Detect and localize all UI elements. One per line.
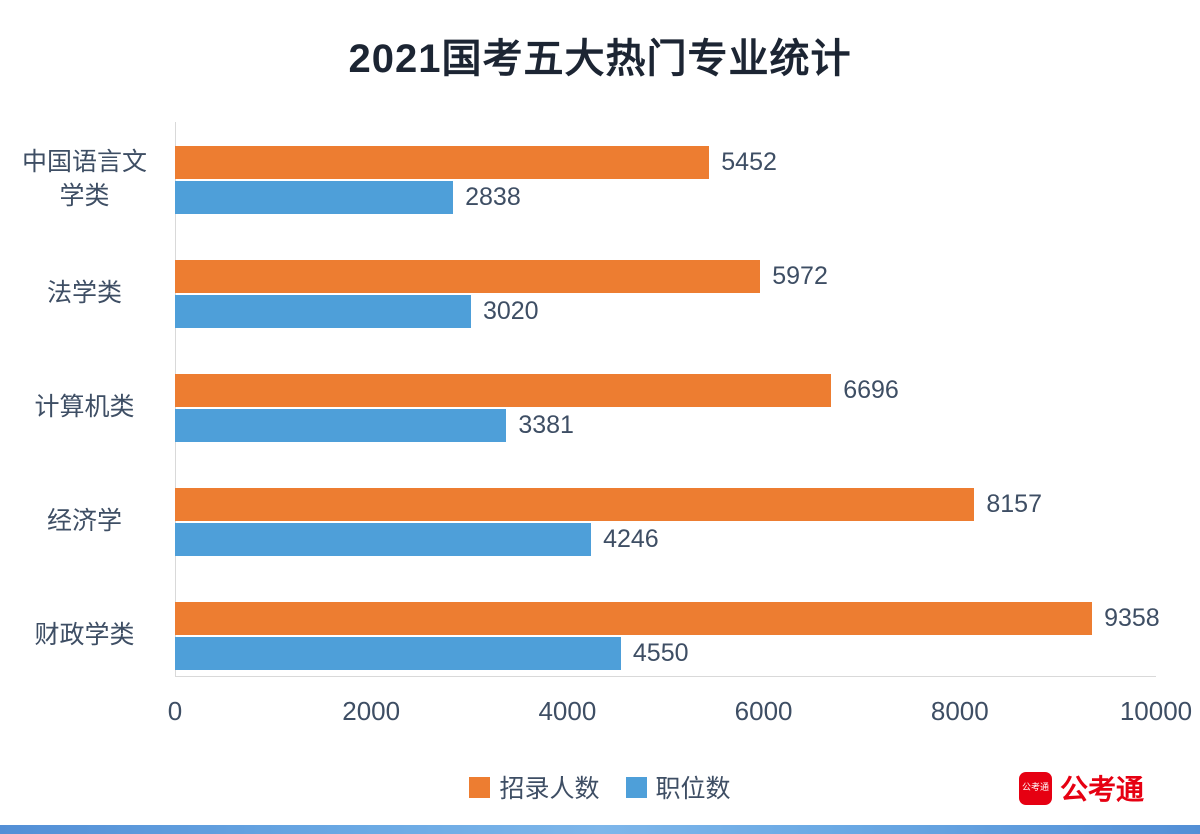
chart-title: 2021国考五大热门专业统计 [348,37,852,81]
value-label: 5452 [721,148,777,176]
category-label: 中国语言文学类 [21,148,147,210]
bar-row: 8157 [175,488,1155,521]
bar-group: 法学类 5972 3020 [0,260,1155,328]
recruit-count-bar [175,488,975,521]
bottom-blue-strip [0,825,1200,834]
value-label: 5972 [772,262,828,290]
category-label: 经济学 [46,507,122,536]
legend-label: 招录人数 [499,775,600,803]
position-count-bar [175,181,454,214]
brand-logo-icon: 公考通 [1018,771,1052,805]
x-tick-label: 8000 [930,696,989,726]
brand-name: 公考通 [1059,774,1144,805]
position-count-bar [175,409,507,442]
bar-row: 3020 [175,295,1155,328]
recruit-count-bar [175,602,1093,635]
position-count-bar [175,295,471,328]
recruit-count-bar [175,374,832,407]
bar-pair: 8157 4246 [175,488,1155,556]
bar-group: 中国语言文学类 5452 2838 [0,146,1155,214]
value-label: 9358 [1104,604,1160,632]
x-tick-label: 0 [167,696,183,726]
position-count-bar [175,637,621,670]
category-label: 法学类 [46,279,122,308]
bar-row: 4550 [175,637,1155,670]
value-label: 4246 [603,525,659,553]
value-label: 4550 [632,639,689,667]
chart-rows: 中国语言文学类 5452 2838 法学类 5972 3020 计算机类 6696 3381 经济… [0,120,1160,676]
legend-label: 职位数 [655,775,731,803]
x-tick-label: 10000 [1119,696,1193,726]
legend-item: 招录人数 [469,769,600,805]
bar-group: 财政学类 9358 4550 [0,602,1160,670]
bar-pair: 9358 4550 [175,602,1160,670]
bar-group: 计算机类 6696 3381 [0,374,1155,442]
bar-row: 3381 [175,409,1155,442]
bar-group: 经济学 8157 4246 [0,488,1155,556]
x-tick-label: 2000 [342,696,401,726]
bar-row: 4246 [175,523,1155,556]
value-label: 3020 [482,297,539,325]
category-label: 财政学类 [34,621,135,650]
legend-item: 职位数 [625,769,731,805]
x-tick-label: 4000 [538,696,597,726]
x-tick-label: 6000 [734,696,793,726]
position-count-bar [175,523,592,556]
value-label: 2838 [465,183,521,211]
legend-swatch [469,776,491,798]
recruit-count-bar [175,146,710,179]
chart-legend: 招录人数 职位数 [0,769,1200,805]
bar-pair: 5972 3020 [175,260,1155,328]
legend-swatch [625,776,647,798]
bar-row: 6696 [175,374,1155,407]
category-label: 计算机类 [34,393,135,422]
x-axis-line [175,676,1156,677]
value-label: 8157 [986,490,1042,518]
bar-row: 2838 [175,181,1155,214]
x-axis-ticks: 0 2000 4000 6000 8000 10000 [168,696,1192,730]
brand-watermark: 公考通 公考通 [1018,768,1144,808]
bar-row: 9358 [175,602,1160,635]
value-label: 6696 [843,376,899,404]
value-label: 3381 [518,411,574,439]
recruit-count-bar [175,260,761,293]
bar-row: 5452 [175,146,1155,179]
bar-pair: 6696 3381 [175,374,1155,442]
bar-row: 5972 [175,260,1155,293]
bar-pair: 5452 2838 [175,146,1155,214]
